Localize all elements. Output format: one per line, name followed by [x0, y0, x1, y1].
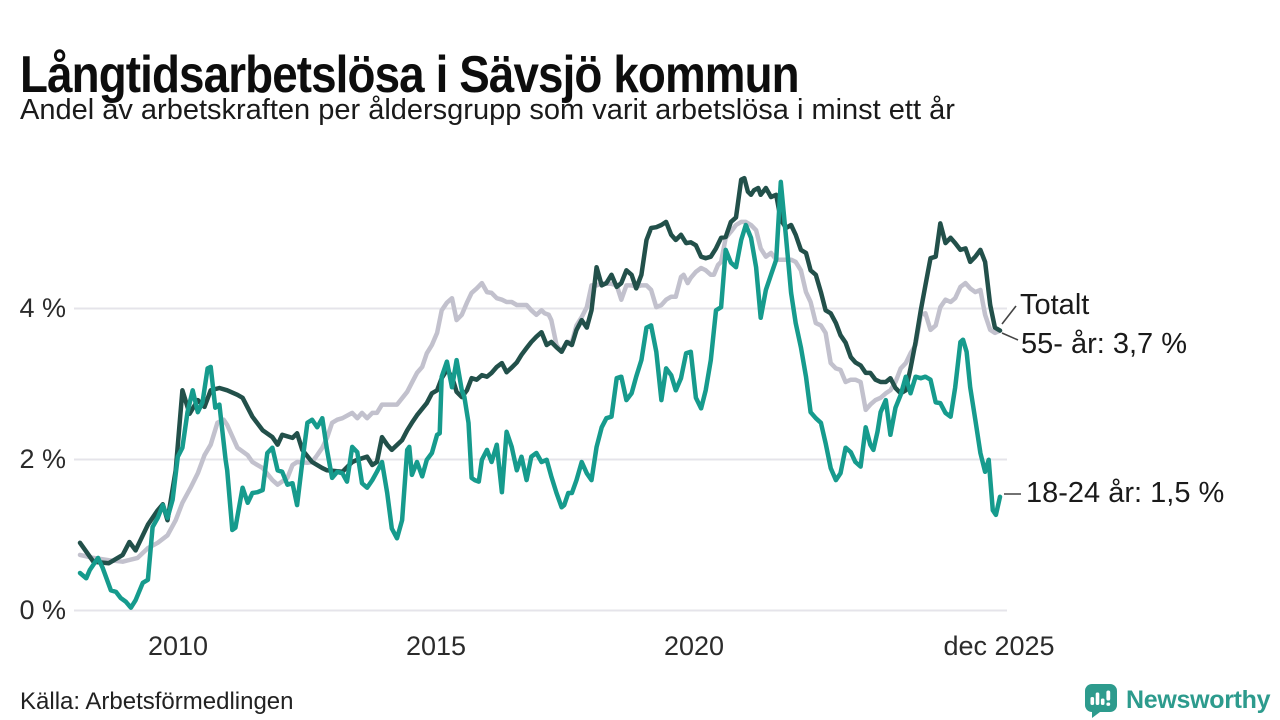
brand-name: Newsworthy [1126, 685, 1271, 714]
x-tick-2010: 2010 [147, 631, 209, 661]
x-tick-2015: 2015 [405, 631, 467, 661]
series-lines [77, 175, 1003, 610]
page-title: Långtidsarbetslösa i Sävsjö kommun [20, 45, 800, 104]
series-totalt-line [77, 175, 1003, 566]
logo-bar-chart-icon [1090, 690, 1111, 706]
y-tick-2pct: 2 % [19, 444, 66, 474]
y-tick-4pct: 4 % [19, 293, 66, 323]
annotation-18-24: 18-24 år: 1,5 % [1026, 477, 1225, 509]
x-tick-2020: 2020 [663, 631, 725, 661]
newsworthy-logo-icon [1085, 684, 1117, 718]
totalt-leader-line [1001, 305, 1017, 325]
newsworthy-logo: Newsworthy [1083, 682, 1271, 718]
series-18-24-line [77, 179, 1003, 610]
annotation-55: 55- år: 3,7 % [1021, 328, 1188, 360]
chart-subtitle: Andel av arbetskraften per åldersgrupp s… [20, 94, 955, 126]
55-leader-line [1001, 332, 1019, 341]
series-55-line [77, 219, 1003, 564]
logo-bubble [1085, 684, 1117, 712]
x-tick-dec-2025: dec 2025 [943, 631, 1055, 661]
y-tick-0pct: 0 % [19, 595, 66, 625]
logo-bubble-tail [1092, 709, 1104, 718]
source-credit: Källa: Arbetsförmedlingen [20, 688, 294, 715]
annotation-leaders [1001, 305, 1021, 495]
annotation-totalt: Totalt [1020, 289, 1090, 321]
